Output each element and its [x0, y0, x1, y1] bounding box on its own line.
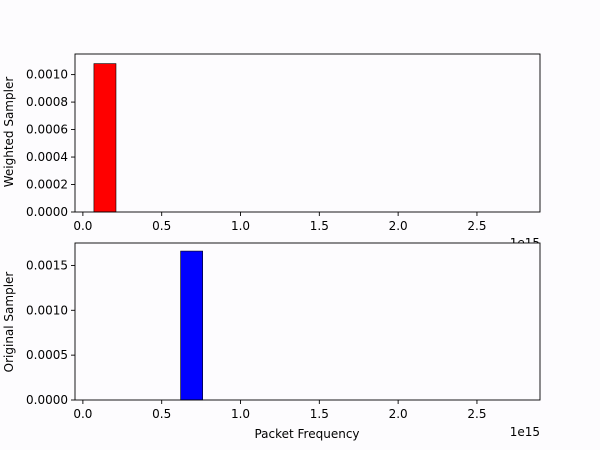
weighted-sampler-panel: Weighted Sampler 1e15 0.00.51.01.52.02.5…: [2, 53, 541, 250]
x-tick-label: 0.0: [73, 219, 92, 233]
y-tick-label: 0.0005: [26, 348, 68, 362]
y-tick-label: 0.0010: [26, 303, 68, 317]
x-tick-label: 2.5: [467, 407, 486, 421]
x-tick-label: 1.0: [231, 407, 250, 421]
x-tick-label: 1.0: [231, 219, 250, 233]
y-axis-label: Original Sampler: [2, 272, 16, 373]
plot-area: [75, 54, 540, 212]
x-tick-label: 2.5: [467, 219, 486, 233]
y-axis-label: Weighted Sampler: [2, 77, 16, 188]
x-tick-label: 2.0: [389, 407, 408, 421]
axes-frame: [74, 242, 541, 401]
axes-frame: [74, 53, 541, 213]
y-tick-label: 0.0000: [26, 393, 68, 407]
x-offset-label: 1e15: [510, 425, 540, 439]
y-tick-label: 0.0008: [26, 95, 68, 109]
bar: [180, 250, 203, 401]
x-tick-label: 0.5: [152, 407, 171, 421]
y-tick-label: 0.0000: [26, 205, 68, 219]
x-tick-label: 0.0: [73, 407, 92, 421]
x-tick-label: 1.5: [310, 407, 329, 421]
y-tick-label: 0.0002: [26, 178, 68, 192]
y-tick-label: 0.0015: [26, 258, 68, 272]
x-tick-label: 1.5: [310, 219, 329, 233]
original-sampler-panel: Original Sampler Packet Frequency 1e15 0…: [2, 242, 541, 441]
bar: [93, 63, 117, 213]
y-tick-label: 0.0006: [26, 123, 68, 137]
y-tick-label: 0.0004: [26, 150, 68, 164]
plot-area: [75, 243, 540, 400]
x-tick-label: 2.0: [389, 219, 408, 233]
x-tick-label: 0.5: [152, 219, 171, 233]
x-axis-label: Packet Frequency: [254, 427, 359, 441]
y-tick-label: 0.0010: [26, 68, 68, 82]
